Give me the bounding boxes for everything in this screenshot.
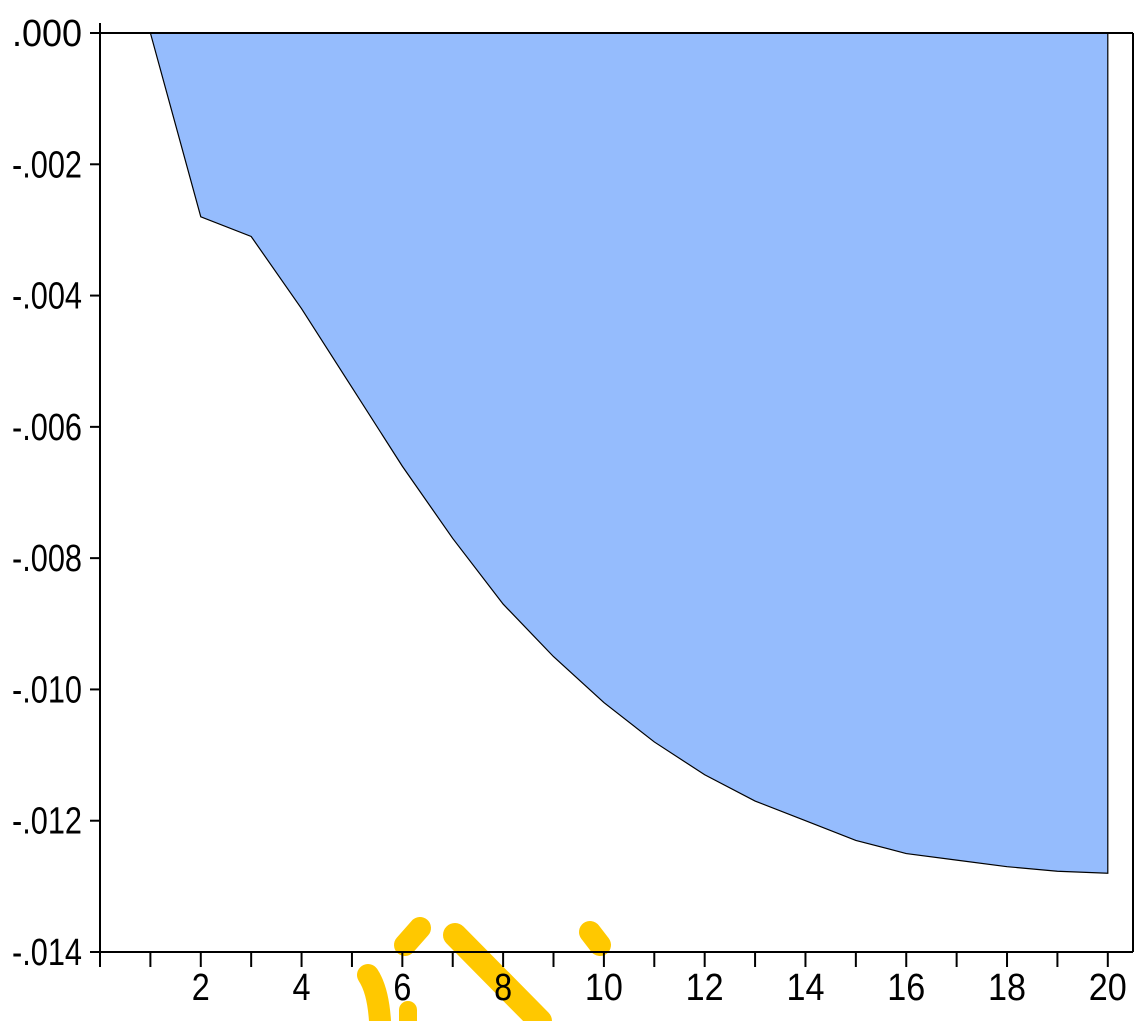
x-axis-ticks: 2 4 6 8 10 12 14 16 18 20 [99, 952, 1127, 1009]
x-tick-label: 8 [494, 967, 512, 1009]
y-tick-label: -.014 [12, 932, 82, 974]
watermark-stroke [357, 964, 391, 1021]
watermark-stroke [394, 917, 431, 956]
y-tick-label: -.012 [12, 801, 82, 843]
x-tick-label: 10 [585, 967, 623, 1009]
y-tick-label: -.002 [12, 144, 82, 186]
x-tick-label: 18 [988, 967, 1026, 1009]
x-tick-label: 2 [192, 967, 210, 1009]
watermark [357, 917, 611, 1021]
watermark-stroke [443, 923, 552, 1021]
y-axis-ticks: .000 -.002 -.004 -.006 -.008 -.010 -.012 -.014 [12, 13, 100, 974]
y-tick-label: -.010 [12, 669, 82, 711]
area-series [149, 32, 1109, 874]
x-tick-label: 14 [786, 967, 824, 1009]
x-tick-label: 20 [1089, 967, 1127, 1009]
x-tick-label: 4 [293, 967, 311, 1009]
y-tick-label: -.004 [12, 276, 82, 318]
x-tick-label: 12 [686, 967, 724, 1009]
y-tick-label: .000 [12, 13, 82, 55]
watermark-stroke [579, 921, 611, 956]
y-tick-label: -.006 [12, 407, 82, 449]
x-tick-label: 6 [393, 967, 411, 1009]
x-tick-label: 16 [887, 967, 925, 1009]
area-layer [149, 32, 1109, 874]
axes [90, 23, 1134, 962]
y-tick-label: -.008 [12, 538, 82, 580]
